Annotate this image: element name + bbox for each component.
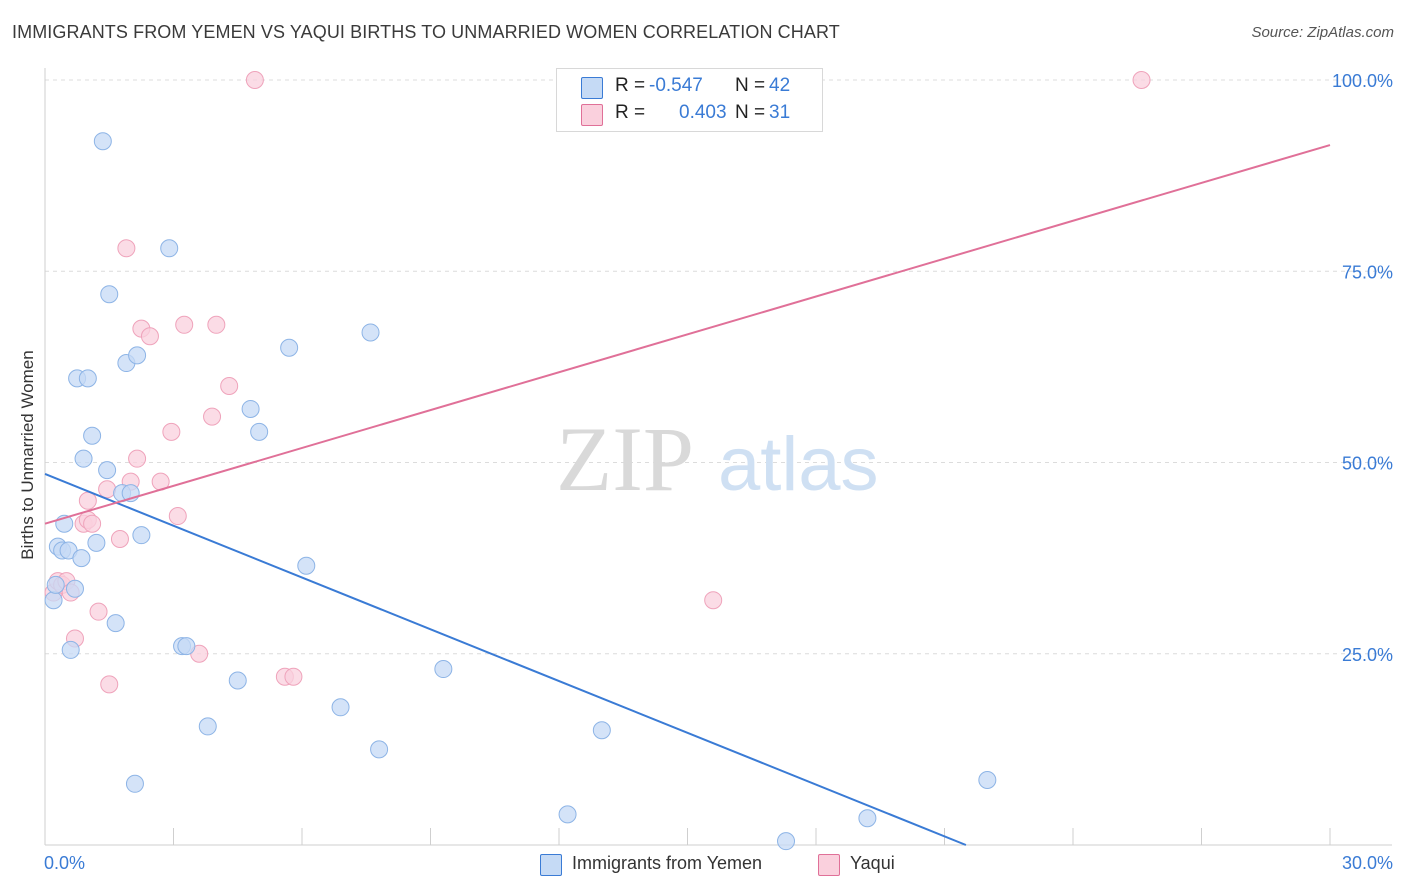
data-point-yemen (100, 285, 119, 304)
x-tick-label: 30.0% (1342, 853, 1393, 873)
data-point-yemen (198, 717, 217, 736)
y-tick-label: 25.0% (1342, 645, 1393, 665)
data-point-yemen (106, 614, 125, 633)
series-yemen-points (44, 132, 997, 851)
legend-r-label: R = (615, 102, 646, 123)
data-point-yemen (128, 346, 147, 365)
legend-label-yemen: Immigrants from Yemen (572, 853, 763, 873)
data-point-yemen (78, 369, 97, 388)
x-tick-label: 0.0% (44, 853, 85, 873)
legend-r-value: -0.547 (649, 75, 703, 96)
data-point-yemen (87, 533, 106, 552)
data-point-yemen (61, 640, 80, 659)
data-point-yemen (978, 770, 997, 789)
gridlines (45, 79, 1392, 655)
data-point-yemen (858, 809, 877, 828)
data-point-yaqui (162, 422, 181, 441)
legend-label-yaqui: Yaqui (850, 853, 895, 873)
data-point-yemen (558, 805, 577, 824)
data-point-yaqui (78, 491, 97, 510)
data-point-yaqui (284, 667, 303, 686)
data-point-yaqui (100, 675, 119, 694)
trend-line-yemen (44, 473, 967, 846)
data-point-yaqui (207, 315, 226, 334)
data-point-yemen (777, 832, 796, 851)
data-point-yaqui (1132, 71, 1151, 89)
data-point-yemen (280, 338, 299, 357)
data-point-yemen (370, 740, 389, 759)
data-point-yemen (250, 422, 269, 441)
data-point-yaqui (168, 507, 187, 526)
data-point-yaqui (83, 514, 102, 533)
data-point-yemen (93, 132, 112, 151)
data-point-yaqui (110, 530, 129, 548)
data-point-yemen (125, 774, 144, 793)
data-point-yemen (241, 399, 260, 418)
data-point-yaqui (704, 591, 723, 610)
watermark-zip: ZIP (556, 408, 694, 510)
legend-swatch-yemen (581, 77, 603, 99)
data-point-yemen (434, 660, 453, 679)
data-point-yemen (98, 461, 117, 480)
data-point-yemen (74, 449, 93, 468)
data-point-yemen (160, 239, 179, 258)
data-point-yaqui (203, 407, 222, 426)
legend-swatch-yemen (540, 854, 562, 876)
data-point-yemen (46, 575, 65, 594)
trend-line-yaqui (44, 144, 1331, 525)
data-point-yaqui (245, 71, 264, 89)
y-tick-label: 75.0% (1342, 262, 1393, 282)
data-point-yemen (65, 579, 84, 598)
legend-n-value: 31 (769, 102, 791, 123)
data-point-yemen (592, 721, 611, 740)
watermark: ZIP atlas (556, 408, 879, 510)
legend-n-label: N = (735, 102, 766, 123)
correlation-legend: R = -0.547 N = 42 R = 0.403 N = 31 (556, 68, 823, 132)
y-tick-label: 50.0% (1342, 454, 1393, 474)
data-point-yaqui (128, 449, 147, 468)
trend-lines (44, 144, 1331, 846)
data-point-yaqui (89, 602, 108, 621)
data-point-yemen (177, 637, 196, 656)
data-point-yaqui (140, 327, 159, 346)
legend-swatch-yaqui (581, 104, 603, 126)
data-point-yemen (44, 591, 63, 610)
series-yaqui-points (44, 71, 1151, 694)
data-point-yaqui (117, 239, 136, 258)
axes (44, 68, 1392, 846)
legend-r-value: 0.403 (679, 102, 727, 123)
data-point-yaqui (220, 377, 239, 395)
data-point-yemen (331, 698, 350, 717)
legend-r-label: R = (615, 75, 646, 96)
data-point-yemen (361, 323, 380, 342)
data-point-yemen (83, 426, 102, 445)
legend-n-label: N = (735, 75, 766, 96)
legend-swatch-yaqui (818, 854, 840, 876)
data-point-yemen (72, 549, 91, 568)
data-point-yemen (228, 671, 247, 690)
source-label: Source: ZipAtlas.com (1251, 24, 1394, 41)
data-point-yemen (297, 556, 316, 575)
chart-title: IMMIGRANTS FROM YEMEN VS YAQUI BIRTHS TO… (12, 22, 840, 42)
legend-n-value: 42 (769, 75, 791, 96)
tick-labels: 25.0% 50.0% 75.0% 100.0% 0.0% 30.0% (44, 71, 1393, 873)
data-point-yemen (132, 526, 151, 545)
data-point-yaqui (175, 315, 194, 334)
y-tick-label: 100.0% (1332, 71, 1393, 91)
data-point-yaqui (98, 480, 117, 499)
watermark-atlas: atlas (718, 422, 879, 507)
